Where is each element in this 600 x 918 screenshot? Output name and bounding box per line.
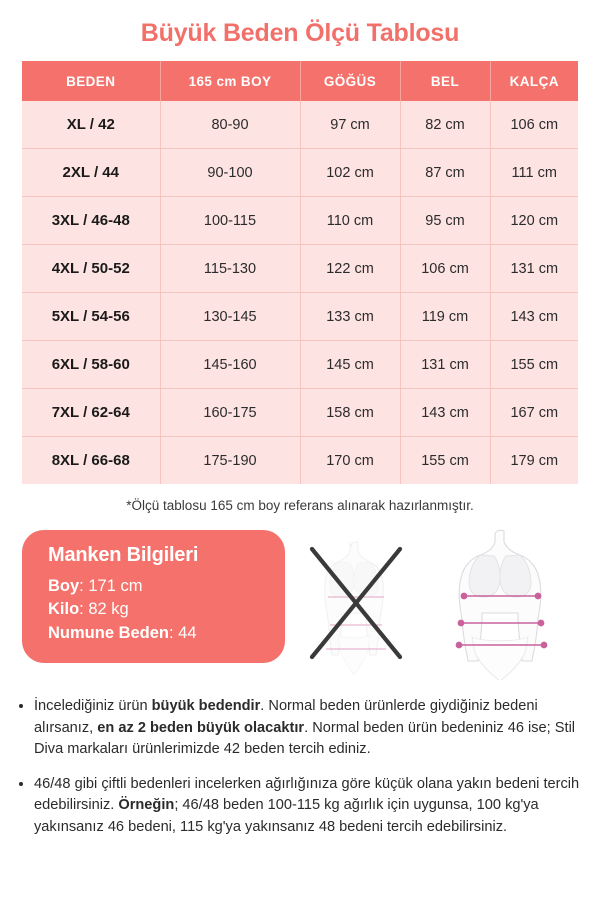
table-row: 7XL / 62-64 160-175 158 cm 143 cm 167 cm: [22, 388, 578, 437]
size-cell: 2XL / 44: [22, 148, 161, 197]
bust-cell: 158 cm: [300, 388, 401, 437]
size-cell: 4XL / 50-52: [22, 244, 161, 293]
model-height-label: Boy: [48, 577, 80, 595]
column-header-boy: 165 cm BOY: [160, 61, 301, 101]
bust-cell: 133 cm: [300, 292, 401, 341]
note-text: ; 46/48 beden 100-115 kg ağırlık için uy…: [34, 797, 539, 835]
bust-cell: 97 cm: [300, 101, 401, 149]
height-cell: 115-130: [160, 244, 301, 293]
note-item: 46/48 gibi çiftli bedenleri incelerken a…: [18, 774, 582, 839]
hip-cell: 155 cm: [490, 340, 578, 389]
height-cell: 175-190: [160, 436, 301, 484]
hip-cell: 106 cm: [490, 101, 578, 149]
column-header-kalca: KALÇA: [490, 61, 578, 101]
model-height-value: : 171 cm: [79, 577, 143, 595]
column-header-bel: BEL: [400, 61, 491, 101]
note-text: 46/48 gibi çiftli bedenleri incelerken a…: [34, 775, 580, 814]
model-weight-value: : 82 kg: [79, 600, 129, 619]
model-sample-size-value: : 44: [169, 623, 197, 642]
bust-cell: 102 cm: [300, 148, 401, 197]
body-figures: [300, 525, 585, 680]
model-info-heading: Manken Bilgileri: [48, 544, 199, 566]
waist-cell: 155 cm: [400, 436, 491, 484]
note-text: . Normal beden ürün bedeniniz 46 ise; St…: [34, 719, 576, 758]
height-cell: 145-160: [160, 340, 301, 389]
note-emphasis: büyük bedendir: [151, 698, 261, 714]
hip-cell: 179 cm: [490, 436, 578, 484]
model-sample-size-row: Numune Beden: 44: [48, 622, 285, 645]
model-info-card: Manken Bilgileri Boy: 171 cm Kilo: 82 kg…: [22, 530, 285, 663]
note-emphasis: Örneğin: [118, 797, 175, 814]
size-chart-table: BEDEN 165 cm BOY GÖĞÜS BEL KALÇA XL / 42…: [22, 61, 578, 484]
waist-cell: 82 cm: [400, 101, 491, 149]
cross-out-mark-icon: [309, 546, 403, 660]
waist-cell: 143 cm: [400, 388, 491, 437]
notes-list: İncelediğiniz ürün büyük bedendir. Norma…: [18, 696, 582, 839]
table-row: 2XL / 44 90-100 102 cm 87 cm 111 cm: [22, 148, 578, 197]
model-weight-row: Kilo: 82 kg: [48, 598, 285, 621]
table-row: 6XL / 58-60 145-160 145 cm 131 cm 155 cm: [22, 340, 578, 389]
note-text: İncelediğiniz ürün: [34, 698, 152, 714]
height-cell: 90-100: [160, 148, 301, 197]
table-row: 3XL / 46-48 100-115 110 cm 95 cm 120 cm: [22, 196, 578, 245]
bullet-dot-icon: [19, 781, 23, 786]
bust-cell: 122 cm: [300, 244, 401, 293]
note-text: . Normal beden ürünlerde giydiğiniz bede…: [34, 698, 538, 736]
hip-cell: 131 cm: [490, 244, 578, 293]
size-cell: XL / 42: [22, 101, 161, 149]
hip-cell: 143 cm: [490, 292, 578, 341]
height-cell: 100-115: [160, 196, 301, 245]
model-weight-label: Kilo: [48, 600, 80, 619]
waist-cell: 87 cm: [400, 148, 491, 197]
plus-size-body-measurements-icon: [455, 529, 548, 680]
model-info-section: Manken Bilgileri Boy: 171 cm Kilo: 82 kg…: [0, 525, 600, 680]
column-header-beden: BEDEN: [22, 61, 161, 101]
waist-cell: 95 cm: [400, 196, 491, 245]
size-cell: 8XL / 66-68: [22, 436, 161, 484]
model-sample-size-label: Numune Beden: [48, 623, 170, 642]
table-footnote: *Ölçü tablosu 165 cm boy referans alınar…: [126, 498, 474, 513]
waist-cell: 106 cm: [400, 244, 491, 293]
size-chart-container: BEDEN 165 cm BOY GÖĞÜS BEL KALÇA XL / 42…: [22, 61, 578, 484]
page-title: Büyük Beden Ölçü Tablosu: [140, 19, 460, 47]
note-item: İncelediğiniz ürün büyük bedendir. Norma…: [18, 696, 582, 761]
size-cell: 3XL / 46-48: [22, 196, 161, 245]
table-row: 5XL / 54-56 130-145 133 cm 119 cm 143 cm: [22, 292, 578, 341]
model-height-row: Boy: 171 cm: [48, 575, 285, 598]
height-cell: 80-90: [160, 101, 301, 149]
hip-cell: 120 cm: [490, 196, 578, 245]
table-row: XL / 42 80-90 97 cm 82 cm 106 cm: [22, 101, 578, 149]
bullet-dot-icon: [19, 704, 23, 708]
hip-cell: 111 cm: [490, 148, 578, 197]
note-emphasis: en az 2 beden büyük olacaktır: [97, 719, 305, 736]
crossed-out-slim-body-icon: [324, 541, 386, 676]
table-row: 4XL / 50-52 115-130 122 cm 106 cm 131 cm: [22, 244, 578, 293]
bust-cell: 110 cm: [300, 196, 401, 245]
bust-cell: 145 cm: [300, 340, 401, 389]
height-cell: 130-145: [160, 292, 301, 341]
table-header-row: BEDEN 165 cm BOY GÖĞÜS BEL KALÇA: [22, 61, 578, 101]
hip-cell: 167 cm: [490, 388, 578, 437]
bust-cell: 170 cm: [300, 436, 401, 484]
column-header-gogus: GÖĞÜS: [300, 61, 401, 101]
table-row: 8XL / 66-68 175-190 170 cm 155 cm 179 cm: [22, 436, 578, 484]
size-cell: 5XL / 54-56: [22, 292, 161, 341]
waist-cell: 119 cm: [400, 292, 491, 341]
waist-cell: 131 cm: [400, 340, 491, 389]
height-cell: 160-175: [160, 388, 301, 437]
size-cell: 6XL / 58-60: [22, 340, 161, 389]
size-cell: 7XL / 62-64: [22, 388, 161, 437]
